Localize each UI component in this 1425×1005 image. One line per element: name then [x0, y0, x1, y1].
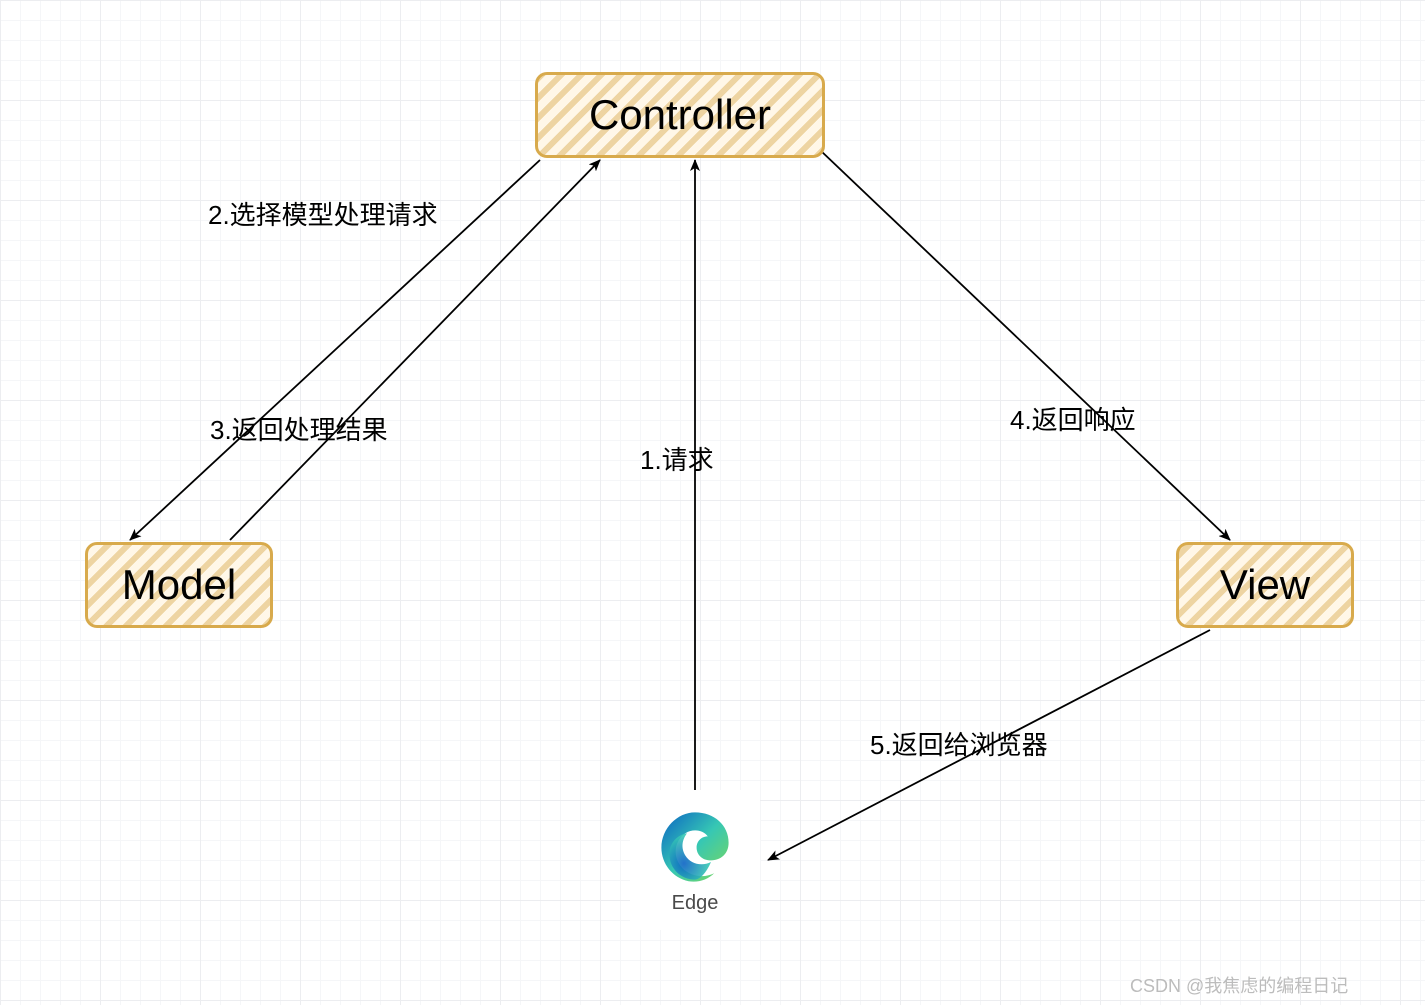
node-browser-label: Edge	[672, 892, 719, 915]
node-view-label: View	[1220, 561, 1310, 609]
edge-label-e2-select-model: 2.选择模型处理请求	[208, 195, 438, 232]
edge-label-e3-return-result: 3.返回处理结果	[210, 410, 388, 447]
edge-label-e5-return-to-browser: 5.返回给浏览器	[870, 725, 1048, 762]
edge-label-e1-request: 1.请求	[640, 440, 714, 477]
watermark-label: CSDN @我焦虑的编程日记	[1130, 976, 1348, 996]
edge-browser-icon	[655, 806, 735, 886]
watermark-text: CSDN @我焦虑的编程日记	[1130, 972, 1348, 998]
edge-e4-return-response	[820, 150, 1230, 540]
node-model: Model	[85, 542, 273, 628]
diagram-canvas: Controller Model View Edge	[0, 0, 1425, 1005]
node-model-label: Model	[122, 561, 236, 609]
node-browser: Edge	[630, 790, 760, 930]
node-controller: Controller	[535, 72, 825, 158]
edge-label-e4-return-response: 4.返回响应	[1010, 400, 1136, 437]
node-controller-label: Controller	[589, 91, 771, 139]
node-view: View	[1176, 542, 1354, 628]
